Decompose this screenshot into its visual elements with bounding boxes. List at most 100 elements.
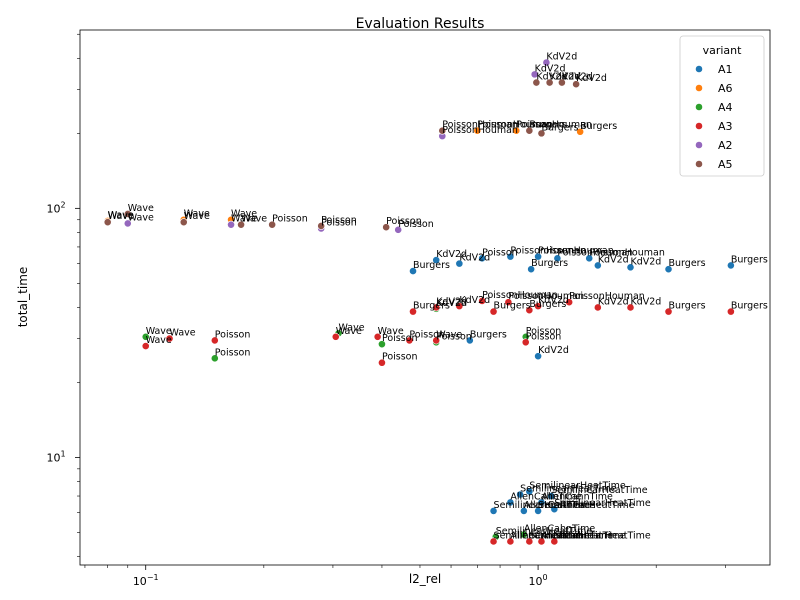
legend-label-a2: A2 — [718, 139, 733, 152]
point-label: Poisson — [321, 218, 357, 229]
point-label: KdV2d — [630, 296, 661, 307]
data-point-a3 — [141, 342, 150, 350]
data-point-a3 — [478, 297, 487, 305]
x-axis-ticks: 10−1 100 — [84, 565, 726, 588]
point-label: Burgers — [731, 254, 768, 265]
legend-marker-a6 — [695, 84, 703, 92]
point-label: KdV2d — [576, 73, 607, 84]
point-label: PoissonHouman — [482, 290, 558, 301]
point-label: KdV2d — [550, 72, 581, 83]
data-point-a5 — [317, 222, 326, 230]
data-point-a6 — [576, 127, 585, 136]
data-point-a3 — [455, 302, 464, 311]
data-point-a5 — [438, 126, 447, 135]
data-point-a3 — [331, 332, 340, 341]
point-label: Burgers — [669, 301, 706, 312]
data-point-a1 — [534, 252, 542, 261]
point-label: Burgers — [529, 299, 566, 310]
point-label: PoissonHouman — [538, 246, 614, 257]
data-point-a3 — [409, 307, 417, 316]
data-point-a3 — [405, 336, 414, 345]
data-point-a1 — [626, 263, 635, 272]
point-label: Wave — [108, 210, 134, 221]
data-point-a1 — [516, 490, 525, 499]
plot-area — [79, 29, 771, 566]
data-point-a3 — [726, 307, 735, 316]
data-point-a3 — [373, 332, 382, 341]
point-label: Poisson — [215, 329, 251, 340]
point-label: Poisson — [398, 219, 434, 230]
data-point-a3 — [489, 307, 498, 316]
point-label: PoissonHouman — [589, 247, 665, 258]
point-label: Poisson — [409, 329, 445, 340]
data-point-a5 — [103, 218, 112, 227]
legend-marker-a5 — [695, 160, 703, 168]
point-label: SemilinearHeatTime — [554, 530, 651, 541]
data-point-a3 — [593, 303, 602, 312]
point-label: Wave — [378, 326, 404, 337]
data-point-a1 — [506, 252, 515, 261]
legend-marker-a1 — [695, 65, 703, 73]
data-point-a5 — [179, 218, 188, 227]
point-label: Wave — [108, 211, 134, 222]
point-label: AllenCahnTime — [510, 530, 582, 541]
data-point-a3 — [506, 537, 515, 546]
data-point-a5 — [525, 126, 534, 135]
data-point-a3 — [550, 537, 559, 546]
point-label: SemilinearHeatTime — [529, 480, 626, 491]
data-point-a3 — [521, 338, 530, 347]
data-point-a1 — [432, 256, 441, 264]
point-label: KdV2d — [535, 63, 566, 74]
legend: variant A1 A6 A4 A3 A2 A5 — [679, 35, 765, 177]
legend-title: variant — [703, 44, 743, 57]
chart-title: Evaluation Results — [356, 16, 485, 32]
y-axis-label: total_time — [16, 267, 30, 328]
data-point-a1 — [478, 254, 487, 263]
data-point-a3 — [537, 537, 546, 546]
point-label: Wave — [146, 335, 172, 346]
data-point-a5 — [237, 220, 245, 229]
x-axis-label: l2_rel — [409, 572, 441, 586]
data-point-a3 — [525, 537, 534, 546]
point-label: KdV2d — [598, 254, 629, 265]
point-label: AllenCahnTime — [524, 524, 596, 535]
legend-marker-a2 — [695, 141, 703, 149]
point-label: KdV2d — [536, 72, 567, 83]
data-point-a2 — [394, 225, 403, 234]
legend-label-a6: A6 — [718, 82, 733, 95]
data-point-a2 — [530, 70, 539, 79]
data-point-a5 — [572, 80, 581, 89]
point-label: AllenCahnTime — [541, 530, 613, 541]
point-label: Burgers — [580, 121, 617, 132]
data-point-a3 — [432, 336, 441, 345]
legend-marker-a4 — [695, 103, 703, 111]
point-label: Wave — [146, 326, 172, 337]
point-label: Wave — [231, 214, 257, 225]
data-point-a4 — [141, 332, 150, 341]
point-label: Burgers — [413, 260, 450, 271]
point-label: PoissonHouman — [510, 246, 586, 257]
point-label: Poisson — [321, 215, 357, 226]
data-point-a3 — [378, 358, 386, 367]
point-label: PoissonHouman — [477, 120, 553, 131]
data-points — [103, 58, 735, 546]
point-label: SemilinearHeatTime — [494, 500, 591, 511]
point-label: Burgers — [541, 122, 578, 133]
data-point-a2 — [542, 58, 551, 67]
y-tick-label: 101 — [46, 449, 65, 464]
legend-items: A1 A6 A4 A3 A2 A5 — [695, 63, 733, 171]
point-label: KdV2d — [546, 52, 577, 63]
point-label: KdV2d — [436, 298, 467, 309]
data-point-a3 — [664, 307, 673, 316]
data-point-a5 — [382, 223, 391, 232]
data-point-a4 — [378, 340, 386, 349]
data-point-a1 — [455, 259, 464, 268]
data-point-a1 — [534, 507, 542, 515]
point-label: Burgers — [470, 329, 507, 340]
point-label: PoissonHouman — [442, 120, 518, 131]
data-point-a1 — [409, 267, 417, 275]
point-label: Wave — [241, 214, 267, 225]
data-point-a1 — [726, 261, 735, 270]
legend-label-a5: A5 — [718, 158, 733, 171]
